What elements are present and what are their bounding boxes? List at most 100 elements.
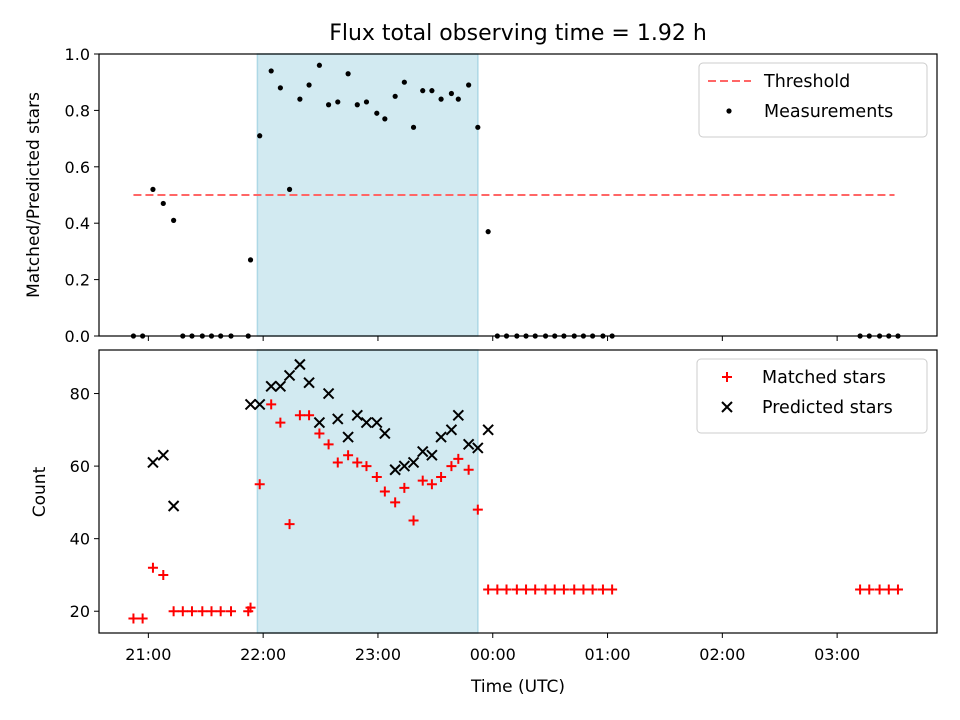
legend-measurements-swatch [726,108,732,114]
matched-stars-point [483,584,494,595]
chart-title: Flux total observing time = 1.92 h [329,21,707,46]
matched-stars-point [492,584,503,595]
matched-stars-point [892,584,903,595]
matched-stars-point [521,584,532,595]
measurements-point [171,217,177,223]
predicted-stars-point [371,416,383,429]
ratio-legend-box [698,62,928,138]
legend-threshold-label: Threshold [763,72,850,92]
matched-stars-point [453,453,464,464]
measurements-point [438,96,444,102]
measurements-point [429,88,435,94]
measurements-point [160,200,166,207]
matched-stars-point [597,584,608,595]
measurements-point [316,62,323,68]
matched-stars-point [177,606,188,617]
measurements-point [150,186,156,192]
ratio-y-tick-label: 0.8 [65,101,90,120]
count-legend-box [696,358,928,434]
ratio-legend: Threshold Measurements [698,62,928,138]
matched-stars-point [530,584,541,595]
measurements-point [455,96,461,102]
ratio-y-axis-label: Matched/Predicted stars [24,92,44,298]
legend-matched-stars-swatch [722,372,732,382]
matched-stars-point [314,428,325,439]
matched-stars-point [215,606,226,617]
count-y-tick-label: 80 [70,385,90,404]
legend-predicted-stars-swatch [721,401,733,413]
matched-stars-point [883,584,894,595]
measurements-point [325,102,332,108]
measurements-point [335,99,341,105]
x-tick-label: 21:00 [125,645,171,664]
matched-stars-point [197,606,208,617]
matched-stars-point [426,479,437,490]
predicted-stars-point [472,442,484,454]
matched-stars-point [399,482,410,493]
matched-stars-point [587,584,598,595]
matched-stars-point [607,584,618,595]
x-tick-label: 23:00 [355,645,401,664]
matched-stars-point [254,479,265,490]
predicted-stars-point [322,387,335,400]
measurements-point [306,82,312,88]
matched-stars-point [472,504,483,515]
x-tick-label: 02:00 [699,645,745,664]
ratio-y-tick-label: 0.0 [65,327,90,346]
x-axis-label: Time (UTC) [470,677,565,697]
measurements-point [257,133,263,139]
predicted-stars-point [244,398,257,411]
matched-stars-point [558,584,569,595]
predicted-stars-point [157,449,169,461]
matched-stars-point [158,569,169,580]
matched-stars-point [266,399,277,410]
measurements-point [410,124,417,130]
measurements-point [345,71,351,77]
predicted-stars-point [435,431,447,443]
predicted-stars-point [274,380,287,392]
x-tick-label: 01:00 [584,645,630,664]
predicted-stars-point [332,413,344,425]
matched-stars-point [137,613,148,624]
predicted-stars-point [265,380,277,392]
matched-stars-point [332,457,343,468]
predicted-stars-point [445,424,458,436]
matched-stars-point [206,606,217,617]
matched-stars-point [304,410,315,421]
measurements-point [374,110,380,116]
count-y-tick-label: 40 [70,530,90,549]
predicted-stars-point [147,456,159,469]
ratio-y-tick-label: 1.0 [65,45,90,64]
measurements-point [363,99,370,105]
measurements-point [277,85,283,91]
predicted-stars-point [398,460,411,472]
matched-stars-point [284,519,295,530]
matched-stars-point [874,584,885,595]
ratio-y-tick-label: 0.2 [65,271,90,290]
measurements-point [401,79,407,85]
legend-predicted-stars-label: Predicted stars [762,398,893,418]
count-panel: 20 40 60 80 21:00 22:00 23:00 00:00 01:00 02:00 03… [70,349,938,664]
matched-stars-point [446,461,457,472]
measurements-point [268,68,274,74]
matched-stars-point [501,584,512,595]
matched-stars-point [168,606,179,617]
measurements-point [354,102,360,108]
matched-stars-point [186,606,197,617]
legend-matched-stars-label: Matched stars [762,368,886,388]
matched-stars-point [128,613,139,624]
measurements-point [297,96,303,102]
matched-stars-point [569,584,580,595]
matched-stars-point [855,584,866,595]
count-y-tick-label: 20 [70,602,90,621]
predicted-stars-point [417,445,429,458]
predicted-stars-point [303,376,315,389]
predicted-stars-point [351,409,363,422]
predicted-stars-point [360,416,373,429]
ratio-panel: 0.0 0.2 0.4 0.6 0.8 1.0 [65,45,938,346]
measurements-point [247,257,254,263]
matched-stars-point [408,515,419,526]
predicted-stars-point [294,358,306,371]
x-tick-label: 03:00 [814,645,860,664]
predicted-stars-point [313,416,326,429]
